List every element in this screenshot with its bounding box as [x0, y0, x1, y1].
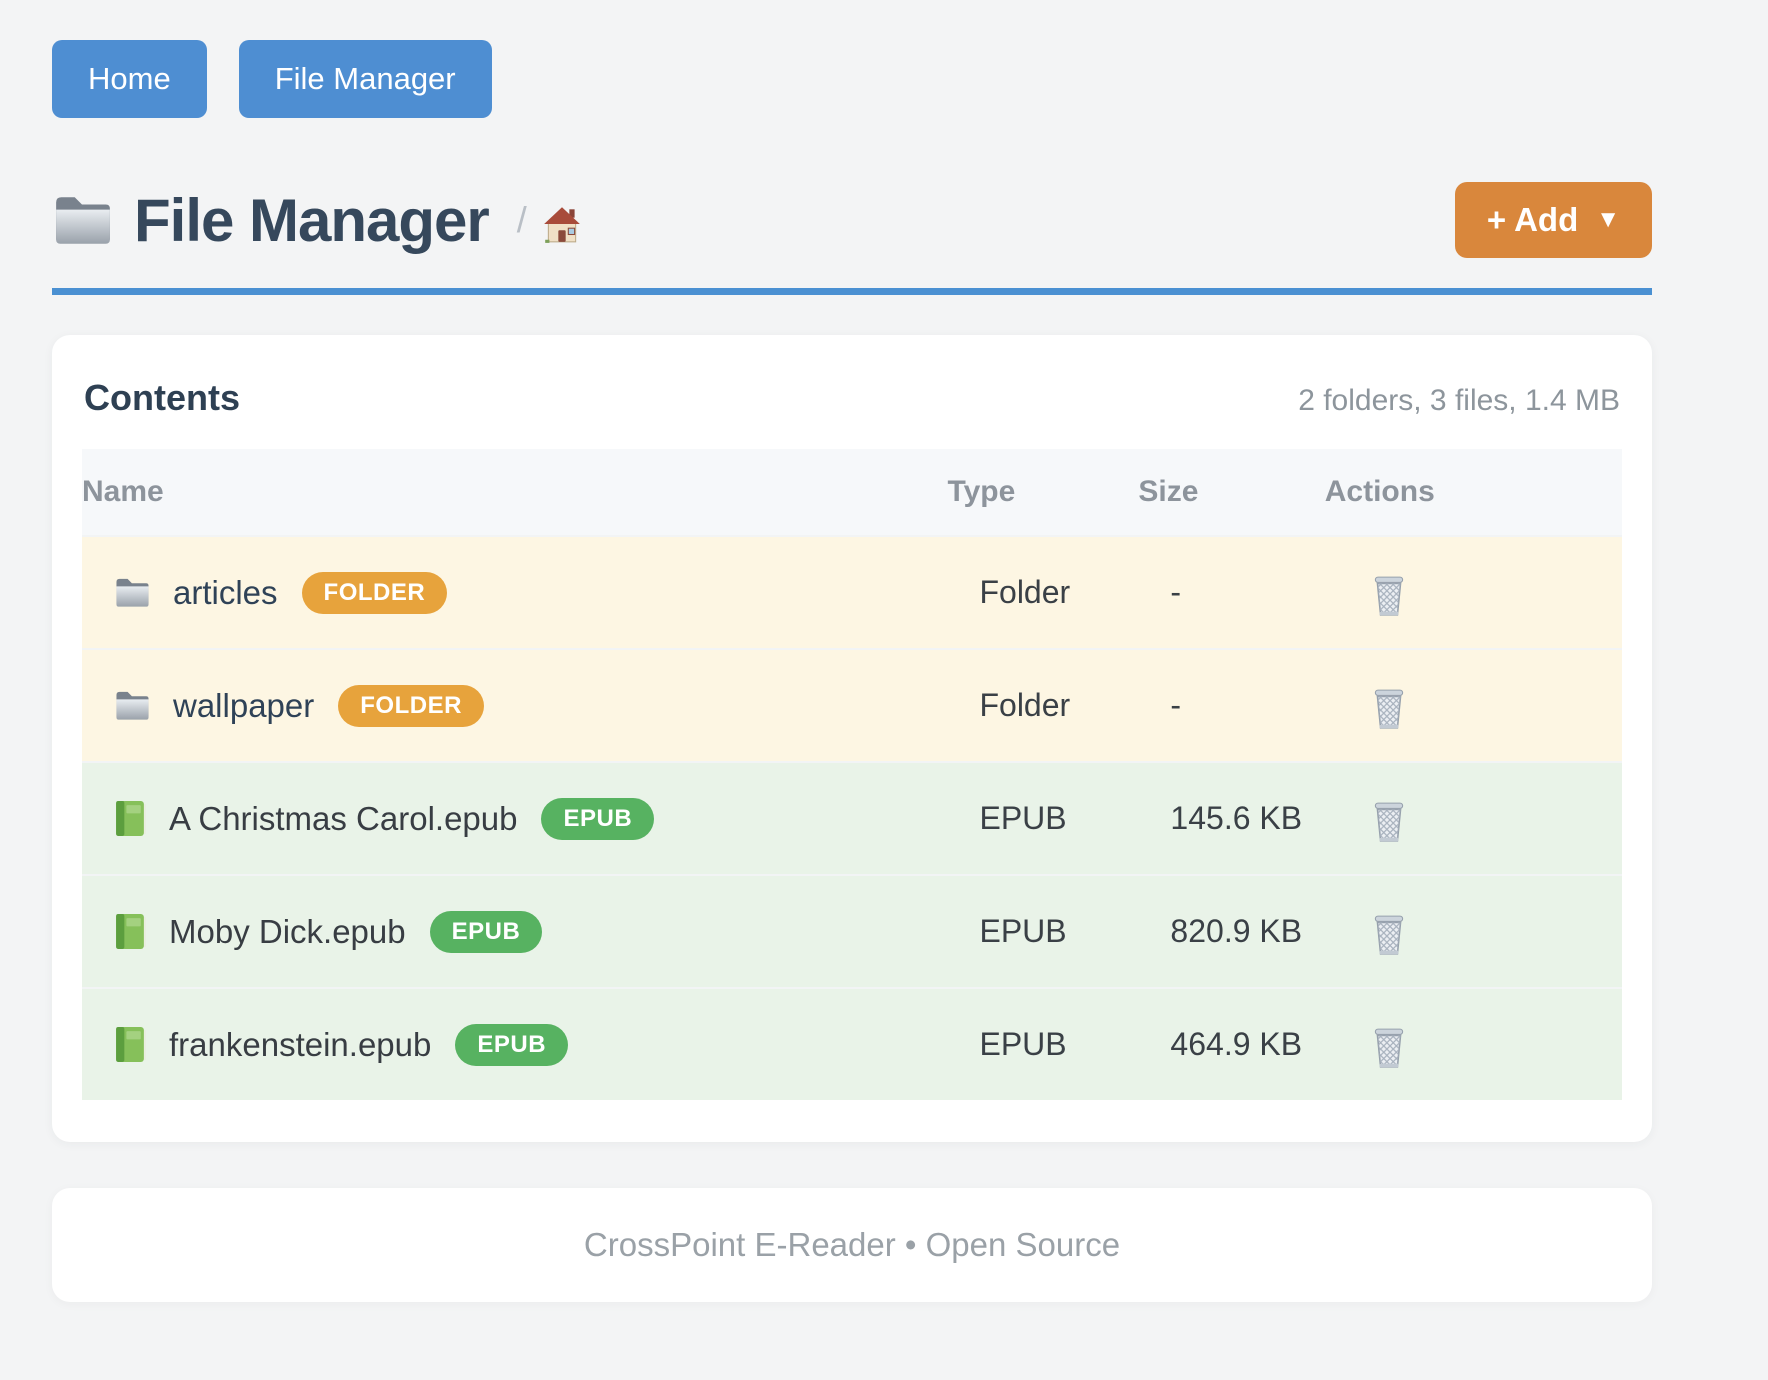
breadcrumb-separator: /: [516, 199, 527, 240]
size-cell: -: [1170, 574, 1182, 610]
item-name: A Christmas Carol.epub: [169, 799, 518, 837]
trash-icon: [1371, 801, 1407, 843]
size-cell: 464.9 KB: [1170, 1026, 1303, 1062]
table-row: A Christmas Carol.epub EPUB EPUB 145.6 K…: [82, 761, 1622, 874]
contents-summary: 2 folders, 3 files, 1.4 MB: [1298, 384, 1620, 417]
type-cell: EPUB: [979, 1026, 1067, 1062]
add-button-label: + Add: [1486, 201, 1579, 238]
name-cell: A Christmas Carol.epub EPUB: [82, 797, 947, 840]
type-badge: FOLDER: [338, 684, 484, 727]
table-row: Moby Dick.epub EPUB EPUB 820.9 KB: [82, 874, 1622, 987]
item-name: Moby Dick.epub: [169, 912, 406, 950]
contents-card-header: Contents 2 folders, 3 files, 1.4 MB: [82, 367, 1622, 449]
delete-button[interactable]: [1371, 688, 1407, 733]
folder-icon: [114, 576, 151, 609]
page-header: File Manager / + Add ▼: [52, 182, 1652, 258]
type-cell: EPUB: [979, 913, 1067, 949]
column-header-size: Size: [1138, 475, 1199, 508]
table-row: wallpaper FOLDER Folder -: [82, 648, 1622, 761]
home-icon[interactable]: [541, 203, 583, 245]
type-badge: EPUB: [429, 910, 543, 953]
trash-icon: [1371, 688, 1407, 730]
title-wrap: File Manager /: [52, 186, 583, 255]
item-name[interactable]: wallpaper: [173, 686, 315, 724]
name-cell: Moby Dick.epub EPUB: [82, 910, 947, 953]
name-cell: articles FOLDER: [82, 571, 947, 614]
actions-cell: [1325, 561, 1622, 625]
green-book-icon: [114, 800, 147, 837]
folder-icon: [52, 193, 114, 247]
page: Home File Manager File Manager / + Add ▼…: [52, 40, 1652, 1302]
home-button[interactable]: Home: [52, 40, 207, 118]
file-manager-button[interactable]: File Manager: [238, 40, 492, 118]
name-cell: frankenstein.epub EPUB: [82, 1023, 947, 1066]
table-header-row: Name Type Size Actions: [82, 449, 1622, 535]
page-title: File Manager: [134, 186, 490, 254]
type-cell: Folder: [979, 574, 1071, 610]
footer: CrossPoint E-Reader • Open Source: [52, 1188, 1652, 1302]
table-row: frankenstein.epub EPUB EPUB 464.9 KB: [82, 987, 1622, 1100]
trash-icon: [1371, 575, 1407, 617]
type-cell: Folder: [979, 687, 1071, 723]
delete-button[interactable]: [1371, 914, 1407, 959]
column-header-type: Type: [947, 475, 1016, 508]
table-row: articles FOLDER Folder -: [82, 535, 1622, 648]
type-cell: EPUB: [979, 800, 1067, 836]
column-header-actions: Actions: [1324, 475, 1435, 508]
actions-cell: [1325, 787, 1622, 851]
contents-title: Contents: [84, 377, 240, 418]
green-book-icon: [114, 1026, 147, 1063]
file-table: Name Type Size Actions articles FOLDER F…: [82, 449, 1622, 1100]
actions-cell: [1325, 1013, 1622, 1077]
name-cell: wallpaper FOLDER: [82, 684, 947, 727]
column-header-name: Name: [82, 475, 164, 508]
caret-down-icon: ▼: [1596, 206, 1620, 233]
size-cell: 820.9 KB: [1170, 913, 1303, 949]
folder-icon: [114, 689, 151, 722]
contents-card: Contents 2 folders, 3 files, 1.4 MB Name…: [52, 335, 1652, 1142]
actions-cell: [1325, 674, 1622, 738]
footer-text: CrossPoint E-Reader • Open Source: [583, 1226, 1121, 1263]
size-cell: -: [1170, 687, 1182, 723]
trash-icon: [1371, 914, 1407, 956]
trash-icon: [1371, 1027, 1407, 1069]
green-book-icon: [114, 913, 147, 950]
top-nav: Home File Manager: [52, 40, 1652, 118]
actions-cell: [1325, 900, 1622, 964]
delete-button[interactable]: [1371, 575, 1407, 620]
delete-button[interactable]: [1371, 1027, 1407, 1072]
item-name: frankenstein.epub: [169, 1025, 432, 1063]
header-divider: [52, 288, 1652, 295]
type-badge: FOLDER: [301, 571, 448, 614]
type-badge: EPUB: [455, 1023, 569, 1066]
delete-button[interactable]: [1371, 801, 1407, 846]
add-button[interactable]: + Add ▼: [1454, 182, 1652, 258]
item-name[interactable]: articles: [173, 573, 278, 611]
type-badge: EPUB: [541, 797, 655, 840]
size-cell: 145.6 KB: [1170, 800, 1303, 836]
